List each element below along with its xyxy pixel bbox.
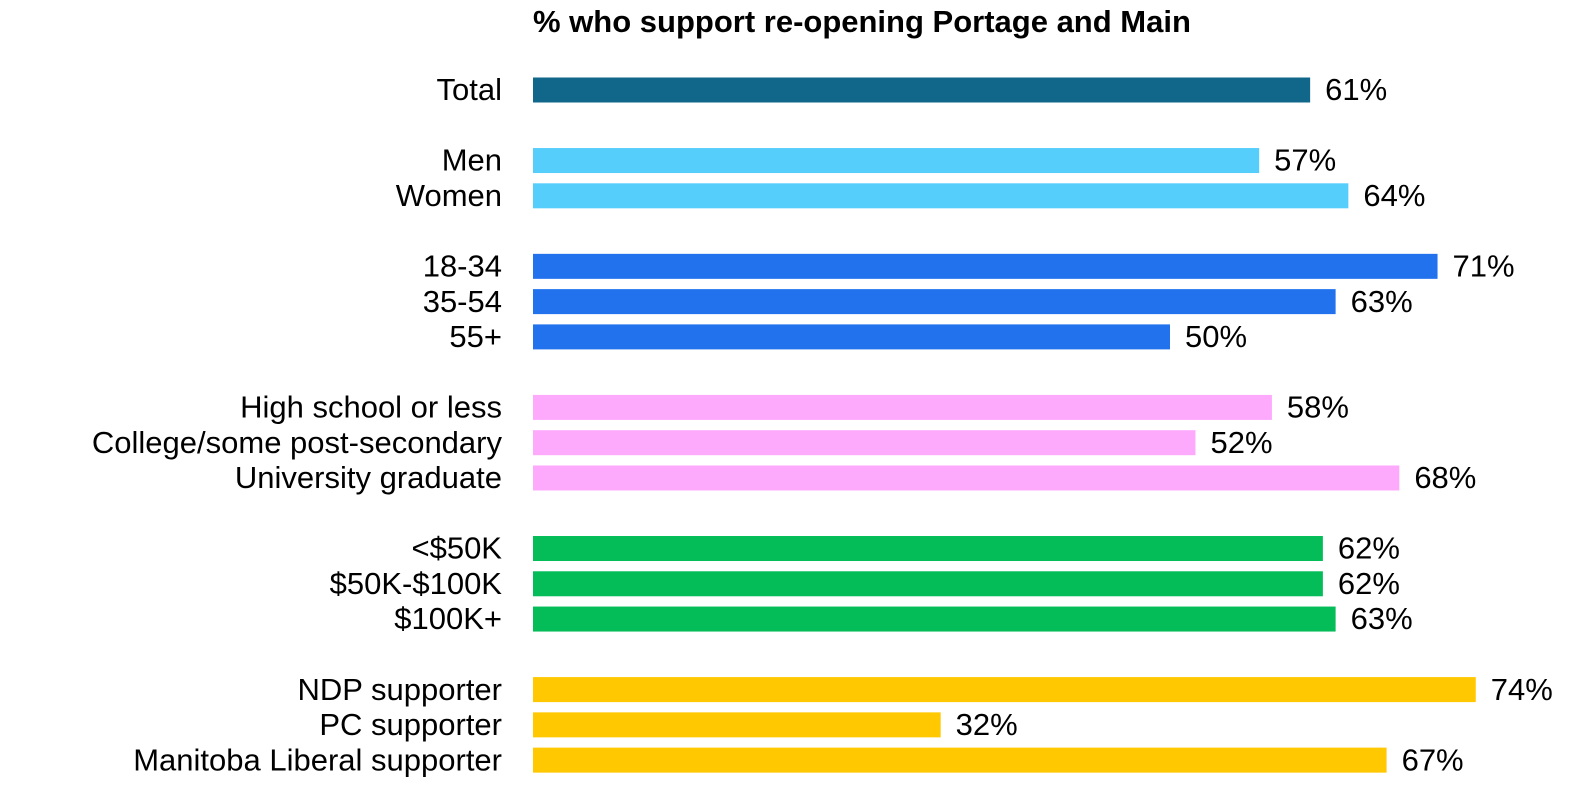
category-label: College/some post-secondary (92, 425, 503, 460)
bar (533, 394, 1272, 420)
bar (533, 712, 941, 738)
bar (533, 747, 1387, 773)
category-label: Manitoba Liberal supporter (133, 742, 502, 777)
category-label: 55+ (449, 319, 502, 354)
value-label: 74% (1491, 672, 1553, 707)
category-label: <$50K (411, 531, 502, 566)
value-label: 64% (1363, 178, 1425, 213)
value-label: 68% (1414, 460, 1476, 495)
bar (533, 465, 1400, 491)
bar (533, 430, 1196, 456)
value-label: 62% (1338, 531, 1400, 566)
bar (533, 253, 1438, 279)
category-label: High school or less (240, 390, 502, 425)
value-label: 57% (1274, 143, 1336, 178)
category-label: $100K+ (394, 601, 502, 636)
category-label: Women (396, 178, 502, 213)
category-label: 35-54 (423, 284, 502, 319)
bar (533, 324, 1170, 350)
value-label: 52% (1210, 425, 1272, 460)
bar (533, 77, 1311, 103)
bar (533, 571, 1323, 597)
value-label: 63% (1351, 284, 1413, 319)
value-label: 50% (1185, 319, 1247, 354)
bar (533, 183, 1349, 209)
value-label: 58% (1287, 390, 1349, 425)
bar (533, 606, 1336, 632)
value-label: 62% (1338, 566, 1400, 601)
bar (533, 148, 1260, 174)
value-label: 63% (1351, 601, 1413, 636)
value-label: 67% (1402, 742, 1464, 777)
category-label: PC supporter (319, 707, 502, 742)
category-label: $50K-$100K (330, 566, 503, 601)
value-label: 71% (1453, 249, 1515, 284)
bar (533, 536, 1323, 562)
category-label: Men (442, 143, 502, 178)
category-label: 18-34 (423, 249, 502, 284)
bar (533, 677, 1476, 703)
value-label: 61% (1325, 72, 1387, 107)
category-label: NDP supporter (298, 672, 502, 707)
value-label: 32% (956, 707, 1018, 742)
category-label: Total (437, 72, 502, 107)
bar (533, 289, 1336, 315)
category-label: University graduate (235, 460, 502, 495)
chart-title: % who support re-opening Portage and Mai… (533, 4, 1191, 39)
